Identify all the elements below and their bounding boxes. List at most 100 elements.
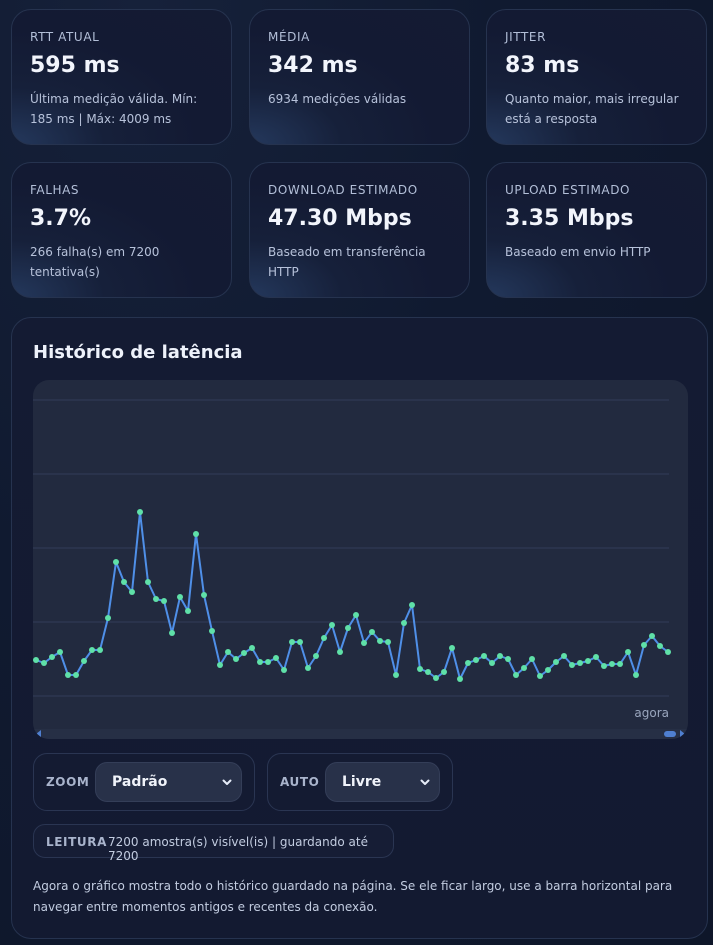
data-point[interactable] (185, 608, 191, 614)
data-point[interactable] (481, 653, 487, 659)
data-point[interactable] (433, 675, 439, 681)
data-point[interactable] (145, 579, 151, 585)
data-point[interactable] (369, 629, 375, 635)
data-point[interactable] (593, 654, 599, 660)
data-point[interactable] (585, 658, 591, 664)
data-point[interactable] (385, 639, 391, 645)
data-point[interactable] (137, 509, 143, 515)
data-point[interactable] (161, 598, 167, 604)
data-point[interactable] (201, 592, 207, 598)
data-point[interactable] (521, 665, 527, 671)
data-point[interactable] (313, 653, 319, 659)
data-point[interactable] (377, 638, 383, 644)
data-point[interactable] (417, 666, 423, 672)
data-point[interactable] (361, 640, 367, 646)
latency-line-plot (33, 399, 671, 697)
data-point[interactable] (529, 656, 535, 662)
data-point[interactable] (441, 669, 447, 675)
horizontal-scrollbar[interactable] (33, 729, 688, 739)
data-point[interactable] (497, 653, 503, 659)
data-point[interactable] (665, 649, 671, 655)
data-point[interactable] (169, 630, 175, 636)
data-point[interactable] (537, 673, 543, 679)
data-point[interactable] (33, 657, 39, 663)
data-point[interactable] (393, 672, 399, 678)
data-point[interactable] (257, 659, 263, 665)
data-point[interactable] (233, 656, 239, 662)
data-point[interactable] (465, 660, 471, 666)
data-point[interactable] (601, 663, 607, 669)
card-value: 3.35 Mbps (505, 206, 634, 231)
scrollbar-thumb[interactable] (664, 731, 676, 737)
data-point[interactable] (329, 622, 335, 628)
data-point[interactable] (89, 647, 95, 653)
auto-selected-value: Livre (342, 774, 382, 790)
data-point[interactable] (209, 628, 215, 634)
auto-control: AUTO Livre (267, 753, 453, 811)
data-point[interactable] (545, 667, 551, 673)
data-point[interactable] (153, 596, 159, 602)
scroll-left-arrow-icon[interactable] (36, 730, 41, 738)
data-point[interactable] (41, 660, 47, 666)
data-point[interactable] (473, 657, 479, 663)
data-point[interactable] (569, 662, 575, 668)
data-point[interactable] (265, 659, 271, 665)
data-point[interactable] (105, 615, 111, 621)
data-point[interactable] (97, 647, 103, 653)
data-point[interactable] (73, 672, 79, 678)
zoom-select[interactable]: Padrão (95, 762, 242, 802)
data-point[interactable] (297, 639, 303, 645)
data-point[interactable] (217, 662, 223, 668)
data-point[interactable] (241, 650, 247, 656)
data-point[interactable] (177, 594, 183, 600)
data-point[interactable] (657, 643, 663, 649)
data-point[interactable] (353, 612, 359, 618)
data-point[interactable] (617, 661, 623, 667)
card-label: RTT ATUAL (30, 30, 100, 44)
data-point[interactable] (193, 531, 199, 537)
data-point[interactable] (305, 665, 311, 671)
data-point[interactable] (321, 635, 327, 641)
card-jitter: JITTER 83 ms Quanto maior, mais irregula… (486, 9, 707, 145)
data-point[interactable] (553, 659, 559, 665)
data-point[interactable] (449, 645, 455, 651)
data-point[interactable] (561, 653, 567, 659)
latency-chart[interactable]: agora (33, 380, 688, 739)
data-point[interactable] (401, 620, 407, 626)
data-point[interactable] (129, 589, 135, 595)
auto-select[interactable]: Livre (325, 762, 440, 802)
card-subtext: Baseado em envio HTTP (505, 245, 651, 259)
card-label: FALHAS (30, 183, 80, 197)
data-point[interactable] (609, 661, 615, 667)
auto-label: AUTO (280, 775, 320, 789)
card-value: 83 ms (505, 53, 580, 78)
scroll-right-arrow-icon[interactable] (680, 730, 685, 738)
zoom-label: ZOOM (46, 775, 90, 789)
data-point[interactable] (281, 667, 287, 673)
data-point[interactable] (49, 654, 55, 660)
card-label: MÉDIA (268, 30, 310, 44)
data-point[interactable] (225, 649, 231, 655)
data-point[interactable] (345, 625, 351, 631)
data-point[interactable] (249, 645, 255, 651)
data-point[interactable] (425, 669, 431, 675)
data-point[interactable] (633, 672, 639, 678)
data-point[interactable] (409, 602, 415, 608)
data-point[interactable] (505, 656, 511, 662)
data-point[interactable] (81, 658, 87, 664)
data-point[interactable] (57, 649, 63, 655)
data-point[interactable] (337, 649, 343, 655)
data-point[interactable] (273, 655, 279, 661)
data-point[interactable] (489, 660, 495, 666)
data-point[interactable] (289, 639, 295, 645)
data-point[interactable] (113, 559, 119, 565)
data-point[interactable] (65, 672, 71, 678)
data-point[interactable] (625, 649, 631, 655)
data-point[interactable] (649, 633, 655, 639)
data-point[interactable] (577, 660, 583, 666)
data-point[interactable] (513, 672, 519, 678)
data-point[interactable] (641, 642, 647, 648)
data-point[interactable] (457, 676, 463, 682)
data-point[interactable] (121, 579, 127, 585)
card-download: DOWNLOAD ESTIMADO 47.30 Mbps Baseado em … (249, 162, 470, 298)
